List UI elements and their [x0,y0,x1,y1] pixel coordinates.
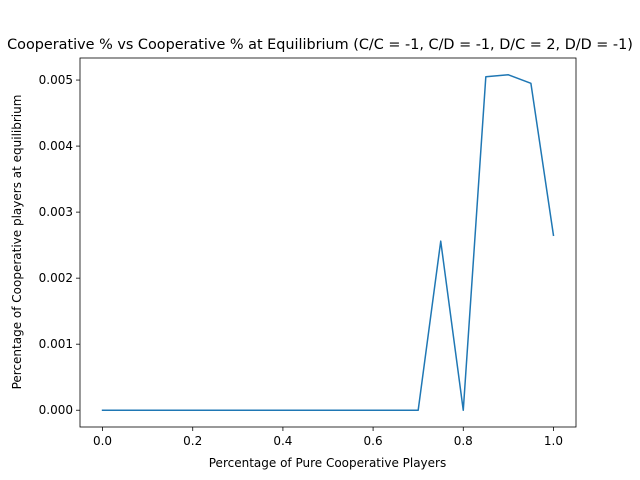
series-line-0 [101,74,555,411]
y-tick-label: 0.000 [39,403,73,417]
x-axis-label: Percentage of Pure Cooperative Players [209,456,446,470]
y-tick-label: 0.001 [39,337,73,351]
y-tick-label: 0.004 [39,139,73,153]
y-tick-label: 0.005 [39,73,73,87]
y-tick-label: 0.002 [39,271,73,285]
plot-frame [79,57,577,428]
x-tick-label: 0.6 [364,434,383,448]
x-tick-label: 0.4 [273,434,292,448]
x-tick-label: 0.8 [454,434,473,448]
y-axis-ticks: 0.000 0.001 0.002 0.003 0.004 0.005 [39,73,80,417]
y-tick-label: 0.003 [39,205,73,219]
y-axis-label: Percentage of Cooperative players at equ… [10,95,24,390]
chart-title: Cooperative % vs Cooperative % at Equili… [7,37,633,53]
x-tick-label: 1.0 [544,434,563,448]
x-tick-label: 0.0 [93,434,112,448]
x-tick-label: 0.2 [183,434,202,448]
x-axis-ticks: 0.0 0.2 0.4 0.6 0.8 1.0 [93,427,563,448]
series-layer [101,74,555,411]
